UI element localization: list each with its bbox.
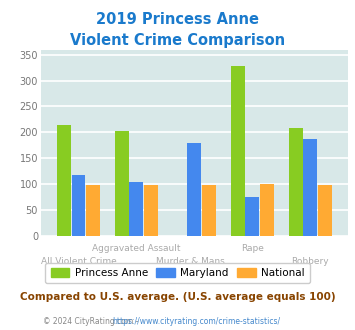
Text: Aggravated Assault: Aggravated Assault <box>92 244 181 253</box>
Bar <box>115 131 129 236</box>
Bar <box>187 143 201 236</box>
Bar <box>86 185 100 236</box>
Bar <box>144 185 158 236</box>
Bar <box>260 184 274 236</box>
Bar <box>57 125 71 236</box>
Bar <box>130 182 143 236</box>
Bar <box>318 185 332 236</box>
Text: Rape: Rape <box>241 244 264 253</box>
Legend: Princess Anne, Maryland, National: Princess Anne, Maryland, National <box>45 263 310 283</box>
Bar <box>245 197 259 236</box>
Text: Compared to U.S. average. (U.S. average equals 100): Compared to U.S. average. (U.S. average … <box>20 292 335 302</box>
Bar <box>231 66 245 236</box>
Text: 2019 Princess Anne: 2019 Princess Anne <box>96 12 259 26</box>
Text: Violent Crime Comparison: Violent Crime Comparison <box>70 33 285 48</box>
Text: https://www.cityrating.com/crime-statistics/: https://www.cityrating.com/crime-statist… <box>112 317 280 326</box>
Text: All Violent Crime: All Violent Crime <box>40 257 116 266</box>
Text: © 2024 CityRating.com -: © 2024 CityRating.com - <box>43 317 140 326</box>
Bar <box>202 185 216 236</box>
Bar <box>72 175 86 236</box>
Bar <box>303 139 317 236</box>
Text: Murder & Mans...: Murder & Mans... <box>156 257 233 266</box>
Bar <box>289 128 303 236</box>
Text: Robbery: Robbery <box>291 257 329 266</box>
